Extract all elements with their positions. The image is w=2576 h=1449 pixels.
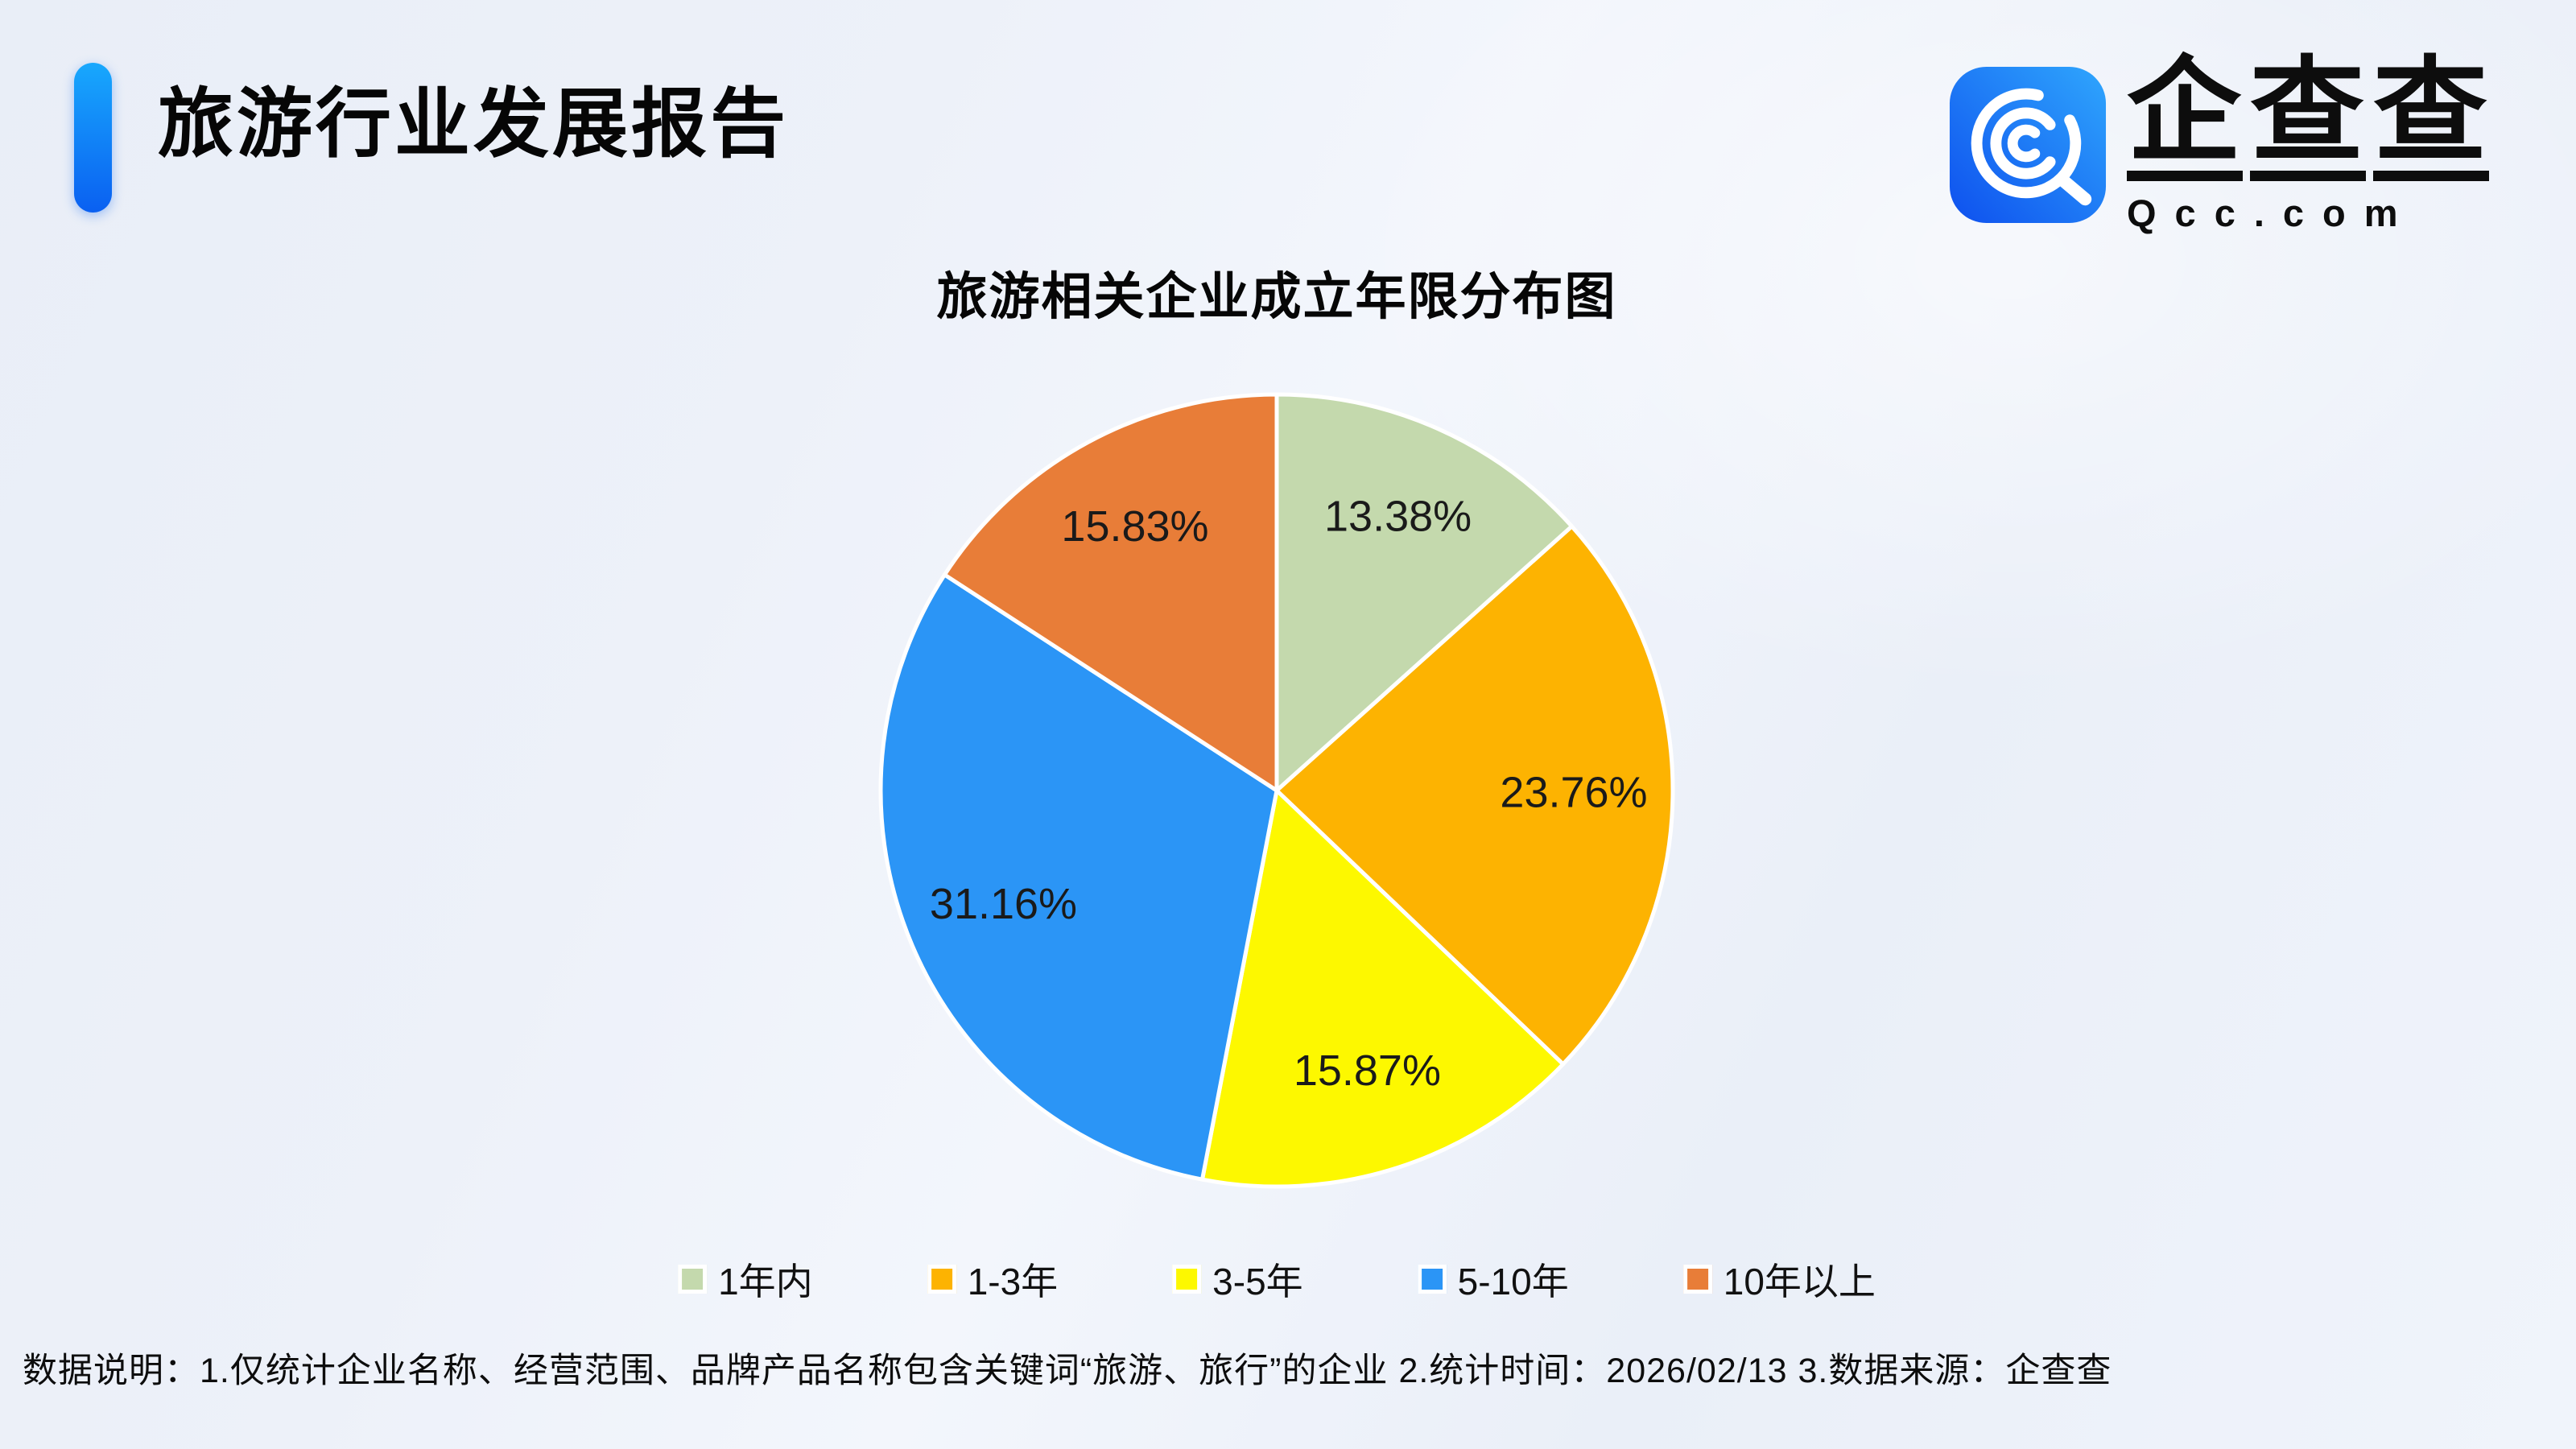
pie-chart: 13.38% 23.76% 15.87% 31.16% 15.83%: [878, 392, 1675, 1189]
logo-brand-char: 企: [2127, 55, 2243, 181]
logo-text: 企查查 Qcc.com: [2127, 55, 2489, 235]
qcc-logo: 企查查 Qcc.com: [1948, 55, 2489, 235]
page-title: 旅游行业发展报告: [158, 81, 790, 166]
legend-color-swatch: [678, 1265, 708, 1294]
legend-label: 3-5年: [1212, 1261, 1303, 1302]
logo-brand-char: 查: [2373, 55, 2489, 181]
pie-slice-4: [878, 572, 1279, 1182]
legend-item-1: 1年内: [678, 1253, 813, 1306]
pie-slice-label: 15.83%: [1061, 502, 1208, 551]
chart-title: 旅游相关企业成立年限分布图: [936, 269, 1617, 325]
chart-legend: 1年内 1-3年 3-5年 5-10年 10年以上: [678, 1253, 1876, 1306]
legend-item-4: 5-10年: [1417, 1253, 1569, 1306]
legend-label: 1年内: [718, 1261, 813, 1302]
pie-slice-1: [1274, 392, 1575, 793]
footer-note: 数据说明：1.仅统计企业名称、经营范围、品牌产品名称包含关键词“旅游、旅行”的企…: [23, 1352, 2112, 1390]
legend-item-2: 1-3年: [927, 1253, 1058, 1306]
qcc-magnifier-icon: [1949, 66, 2107, 224]
legend-label: 1-3年: [967, 1261, 1059, 1302]
logo-brand-char: 查: [2250, 55, 2366, 181]
title-accent-bar: [74, 63, 112, 213]
pie-slice-label: 13.38%: [1324, 492, 1472, 540]
pie-slice-3: [1200, 788, 1566, 1189]
pie-slice-label: 23.76%: [1500, 768, 1647, 816]
legend-label: 10年以上: [1723, 1261, 1876, 1302]
pie-slice-5: [942, 392, 1279, 793]
legend-item-3: 3-5年: [1172, 1253, 1303, 1306]
legend-color-swatch: [1682, 1265, 1712, 1294]
pie-slice-2: [1274, 524, 1675, 1067]
pie-slice-label: 15.87%: [1294, 1046, 1441, 1095]
logo-brand-name: 企查查: [2127, 55, 2489, 181]
legend-item-5: 10年以上: [1682, 1253, 1876, 1306]
legend-color-swatch: [1417, 1265, 1447, 1294]
legend-color-swatch: [927, 1265, 956, 1294]
pie-slice-label: 31.16%: [930, 880, 1077, 928]
logo-domain: Qcc.com: [2127, 192, 2417, 234]
legend-label: 5-10年: [1457, 1261, 1569, 1302]
legend-color-swatch: [1172, 1265, 1202, 1294]
